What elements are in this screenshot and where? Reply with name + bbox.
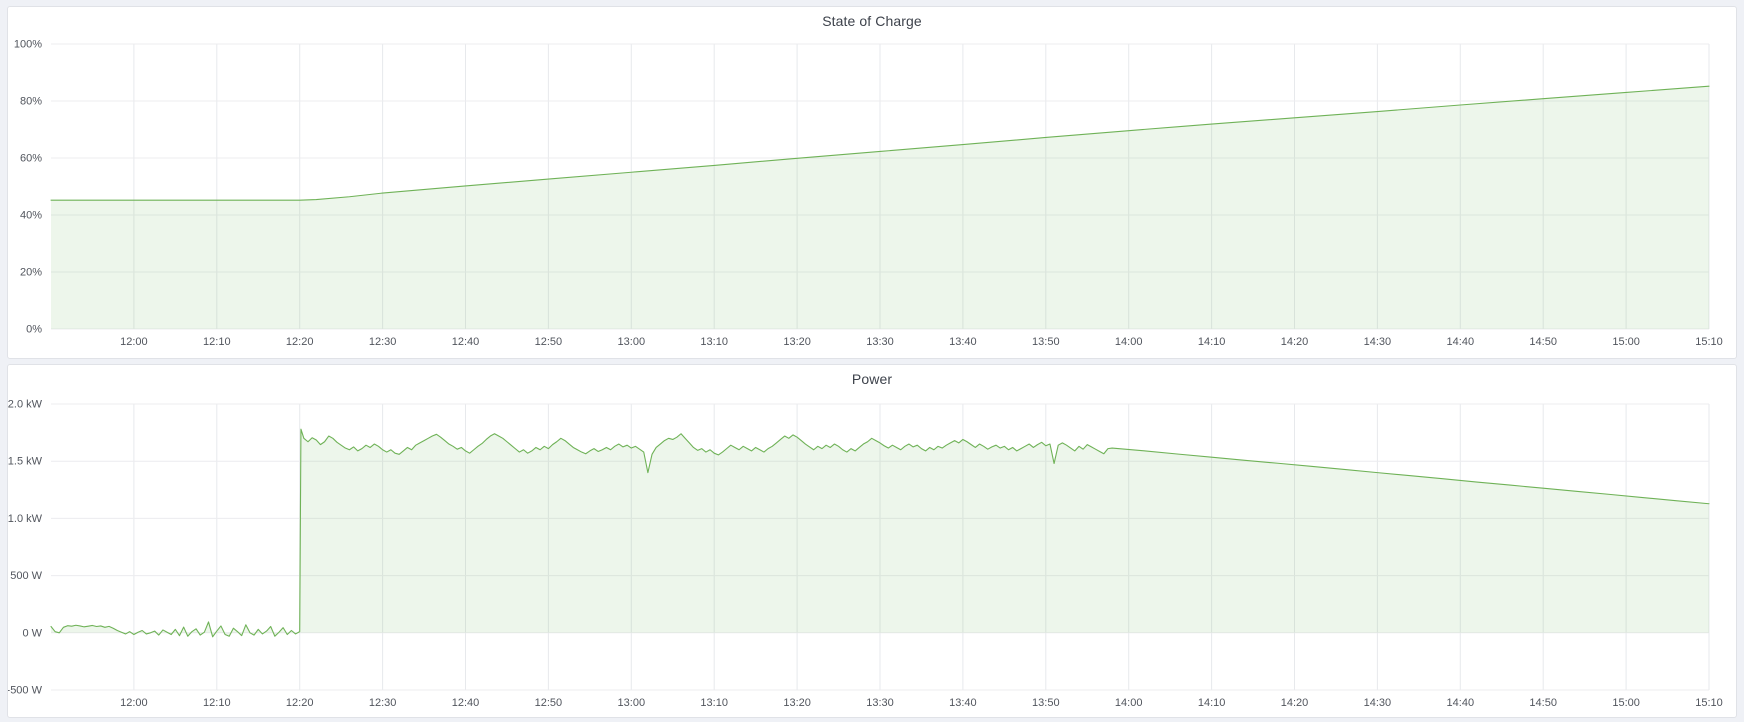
y-axis-tick-label: 1.5 kW — [8, 456, 43, 468]
x-axis-tick-label: 13:50 — [1032, 697, 1060, 709]
x-axis-tick-label: 13:40 — [949, 697, 977, 709]
x-axis-tick-label: 12:20 — [286, 336, 314, 348]
y-axis-tick-label: 0 W — [22, 627, 42, 639]
x-axis-tick-label: 13:20 — [783, 336, 811, 348]
x-axis-tick-label: 12:10 — [203, 336, 231, 348]
x-axis-tick-label: 14:00 — [1115, 697, 1143, 709]
x-axis-tick-label: 12:30 — [369, 336, 397, 348]
x-axis-tick-label: 13:30 — [866, 697, 894, 709]
x-axis-tick-label: 14:40 — [1447, 697, 1475, 709]
x-axis-tick-label: 12:50 — [535, 336, 563, 348]
series-area-fill — [51, 429, 1709, 637]
x-axis-tick-label: 13:10 — [700, 336, 728, 348]
y-axis-tick-label: 80% — [20, 96, 42, 108]
x-axis-tick-label: 13:50 — [1032, 336, 1060, 348]
x-axis-tick-label: 14:40 — [1447, 336, 1475, 348]
power-chart-canvas[interactable]: -500 W 0 W 500 W 1.0 kW 1.5 kW 2.0 kW 12:00 12:… — [8, 393, 1736, 715]
series-area-fill — [51, 86, 1709, 330]
y-axis-tick-label: 100% — [14, 39, 42, 51]
x-axis-tick-label: 13:40 — [949, 336, 977, 348]
x-axis-tick-label: 12:00 — [120, 336, 148, 348]
series-line — [50, 85, 1710, 201]
x-axis-tick-label: 14:30 — [1364, 336, 1392, 348]
x-axis-tick-label: 14:10 — [1198, 336, 1226, 348]
x-axis-tick-label: 14:10 — [1198, 697, 1226, 709]
y-axis-tick-label: 2.0 kW — [8, 399, 43, 411]
x-axis-tick-label: 15:00 — [1612, 336, 1640, 348]
x-axis-tick-label: 14:50 — [1529, 697, 1557, 709]
panel-title-power[interactable]: Power — [851, 371, 893, 387]
x-axis-tick-label: 13:10 — [700, 697, 728, 709]
series-line — [50, 428, 1710, 638]
panel-title-state-of-charge[interactable]: State of Charge — [822, 13, 922, 29]
x-axis-tick-label: 15:00 — [1612, 697, 1640, 709]
x-axis-tick-label: 12:40 — [452, 336, 480, 348]
x-axis-tick-label: 14:50 — [1529, 336, 1557, 348]
x-axis-tick-label: 13:30 — [866, 336, 894, 348]
x-axis-tick-label: 14:20 — [1281, 336, 1309, 348]
x-axis-tick-label: 14:30 — [1364, 697, 1392, 709]
y-axis-tick-label: 1.0 kW — [8, 513, 43, 525]
x-axis-tick-label: 12:00 — [120, 697, 148, 709]
x-axis-tick-label: 12:40 — [452, 697, 480, 709]
y-axis-tick-label: 40% — [20, 210, 42, 222]
x-axis-tick-label: 14:20 — [1281, 697, 1309, 709]
y-axis-tick-label: 500 W — [10, 570, 42, 582]
x-axis-tick-label: 15:10 — [1695, 336, 1723, 348]
x-axis-tick-label: 14:00 — [1115, 336, 1143, 348]
y-axis-tick-label: -500 W — [8, 685, 43, 697]
panel-state-of-charge: State of Charge 0% 20% 40% 60% 80% 100% 12:00 1… — [7, 6, 1737, 359]
y-axis-tick-label: 60% — [20, 153, 42, 165]
x-axis-tick-label: 13:00 — [618, 336, 646, 348]
state-of-charge-chart-canvas[interactable]: 0% 20% 40% 60% 80% 100% 12:00 12:10 12:20 12:30 12… — [8, 35, 1736, 356]
x-axis-tick-label: 12:30 — [369, 697, 397, 709]
y-axis-tick-label: 0% — [26, 324, 42, 336]
x-axis-tick-label: 12:10 — [203, 697, 231, 709]
x-axis-tick-label: 13:00 — [618, 697, 646, 709]
x-axis-tick-label: 12:20 — [286, 697, 314, 709]
panel-power: Power -500 W 0 W 500 W 1.0 kW 1.5 kW 2.0 kW 12… — [7, 364, 1737, 718]
x-axis-tick-label: 15:10 — [1695, 697, 1723, 709]
x-axis-tick-label: 13:20 — [783, 697, 811, 709]
y-axis-tick-label: 20% — [20, 267, 42, 279]
x-axis-tick-label: 12:50 — [535, 697, 563, 709]
